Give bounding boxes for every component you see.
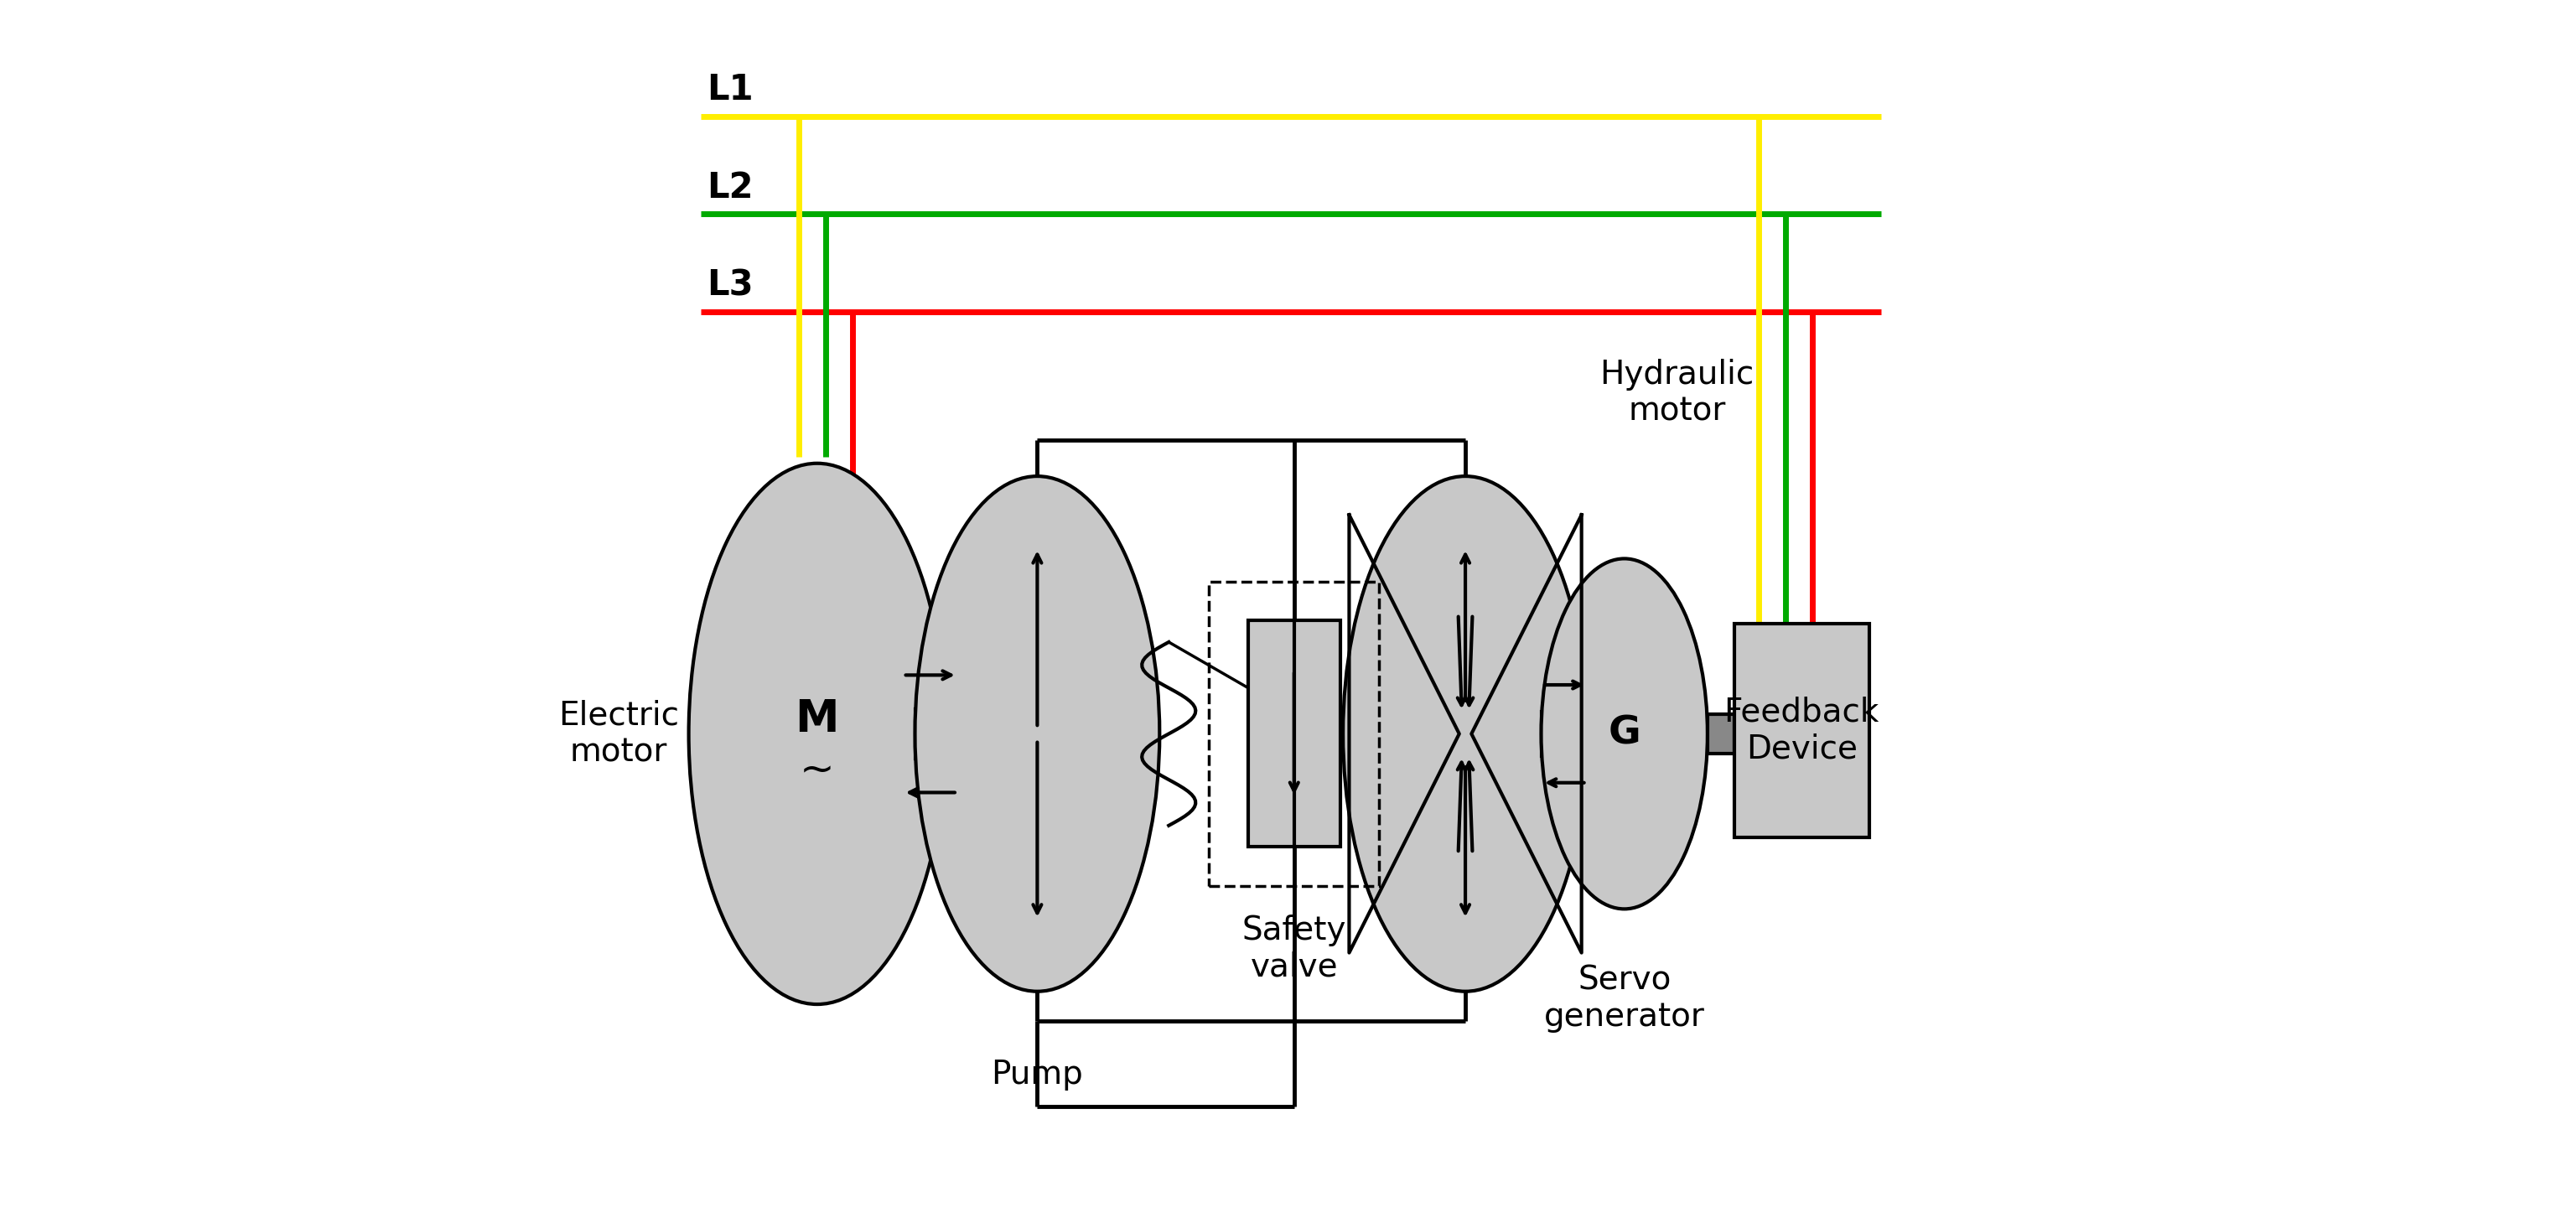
- Bar: [1708, 714, 1734, 753]
- Text: Pump: Pump: [992, 1059, 1084, 1091]
- Ellipse shape: [1540, 559, 1708, 909]
- Text: M: M: [796, 697, 840, 741]
- Text: Electric
motor: Electric motor: [559, 700, 680, 768]
- Bar: [1734, 624, 1870, 838]
- Bar: [1540, 712, 1587, 756]
- Text: L3: L3: [706, 268, 755, 303]
- Bar: [1249, 620, 1340, 846]
- Ellipse shape: [1342, 476, 1587, 992]
- Bar: [1208, 581, 1378, 885]
- Text: L1: L1: [706, 72, 755, 108]
- Text: Feedback
Device: Feedback Device: [1723, 696, 1880, 766]
- Bar: [914, 709, 945, 758]
- Text: G: G: [1607, 715, 1641, 752]
- Text: Servo
generator: Servo generator: [1543, 964, 1705, 1032]
- Ellipse shape: [688, 464, 945, 1004]
- Text: Hydraulic
motor: Hydraulic motor: [1600, 358, 1754, 427]
- Ellipse shape: [914, 476, 1159, 992]
- Text: ~: ~: [799, 751, 835, 790]
- Text: L2: L2: [706, 170, 755, 205]
- Text: Safety
valve: Safety valve: [1242, 915, 1347, 983]
